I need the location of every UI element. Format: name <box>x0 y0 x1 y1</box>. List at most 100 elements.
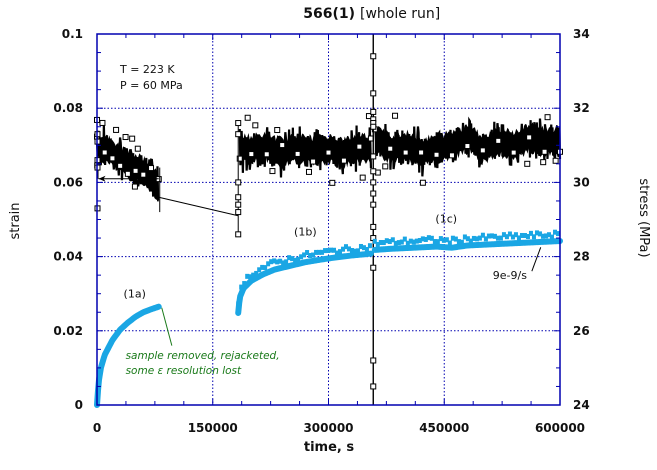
strain-noise <box>326 248 331 254</box>
stress-marker <box>310 158 317 165</box>
strain-noise <box>453 236 458 242</box>
stress-marker <box>109 155 116 162</box>
strain-noise <box>522 233 527 239</box>
annotation-resolution: some ε resolution lost <box>126 365 242 377</box>
strain-noise <box>329 247 334 253</box>
y2-tick-label: 30 <box>573 175 590 189</box>
strain-noise <box>477 235 482 241</box>
strain-noise <box>498 235 503 241</box>
stress-marker <box>370 153 377 160</box>
stress-marker <box>544 114 551 121</box>
stress-marker <box>131 183 138 190</box>
strain-noise <box>528 230 533 236</box>
strain-noise <box>251 272 256 278</box>
strain-noise <box>438 236 443 242</box>
stress-marker <box>269 168 276 175</box>
strain-noise <box>552 229 557 235</box>
strain-noise <box>414 238 419 244</box>
condition-pressure: P = 60 MPa <box>120 79 183 92</box>
data-layer <box>94 34 563 408</box>
stress-marker <box>329 179 336 186</box>
strain-noise <box>543 233 548 239</box>
strain-noise <box>305 250 310 256</box>
strain-noise <box>263 265 268 271</box>
strain-noise <box>269 259 274 265</box>
strain-noise <box>423 236 428 242</box>
strain-noise <box>444 237 449 243</box>
stress-marker <box>524 160 531 167</box>
strain-noise <box>355 248 360 254</box>
stress-marker <box>248 151 255 158</box>
strain-line <box>94 303 162 408</box>
strain-noise <box>375 241 380 247</box>
stress-segment <box>236 113 374 186</box>
y2-tick-label: 24 <box>573 398 590 412</box>
strain-noise <box>349 248 354 254</box>
stress-marker <box>370 179 377 186</box>
title-subtitle: [whole run] <box>360 6 440 22</box>
stress-marker <box>370 357 377 364</box>
y-tick-label: 0.04 <box>53 250 83 264</box>
x-tick-label: 600000 <box>535 421 585 435</box>
stress-marker <box>99 119 106 126</box>
stress-marker <box>274 127 281 134</box>
title-main: 566(1) <box>303 6 355 22</box>
strain-noise <box>266 261 271 267</box>
stress-marker <box>305 168 312 175</box>
stress-marker <box>356 143 363 150</box>
stress-marker <box>510 149 517 156</box>
strain-noise <box>510 234 515 240</box>
strain-noise <box>474 236 479 242</box>
stress-marker <box>448 152 455 159</box>
strain-noise <box>260 264 265 270</box>
strain-noise <box>507 231 512 237</box>
stress-marker <box>340 157 347 164</box>
y-tick-label: 0.02 <box>53 324 83 338</box>
stress-marker <box>263 151 270 158</box>
stress-marker <box>132 167 139 174</box>
strain-noise <box>361 245 366 251</box>
grid <box>97 34 560 405</box>
strain-noise <box>311 252 316 258</box>
strain-noise <box>471 235 476 241</box>
chart-title: 566(1) [whole run] <box>303 6 440 22</box>
annotation-1a: (1a) <box>124 288 146 301</box>
strain-noise <box>293 257 298 263</box>
stress-marker <box>418 149 425 156</box>
strain-segment <box>371 229 563 253</box>
strain-noise <box>537 231 542 237</box>
stress-marker <box>134 145 141 152</box>
stress-marker <box>552 157 559 164</box>
arrow-head-icon <box>98 175 106 182</box>
y2-tick-label: 32 <box>573 101 590 115</box>
stress-marker <box>370 53 377 60</box>
stress-marker <box>279 142 286 149</box>
connector-line <box>158 196 239 217</box>
strain-noise <box>272 258 277 264</box>
stress-marker <box>235 179 242 186</box>
stress-marker <box>392 112 399 119</box>
strain-noise <box>540 233 545 239</box>
stress-marker <box>541 148 548 155</box>
stress-marker <box>370 264 377 271</box>
strain-noise <box>290 256 295 262</box>
stress-segment <box>94 116 162 202</box>
y-tick-label: 0.08 <box>53 101 83 115</box>
stress-marker <box>235 120 242 127</box>
strain-noise <box>504 234 509 240</box>
strain-noise <box>516 235 521 241</box>
strain-noise <box>275 259 280 265</box>
strain-noise <box>396 240 401 246</box>
annotation-1c: (1c) <box>435 213 457 226</box>
strain-segment <box>235 243 374 316</box>
stress-marker <box>419 179 426 186</box>
stress-marker <box>526 134 533 141</box>
y-tick-label: 0.1 <box>62 27 83 41</box>
stress-marker <box>540 159 547 166</box>
strain-noise <box>278 258 283 264</box>
stress-marker <box>235 209 242 216</box>
stress-marker <box>370 90 377 97</box>
stress-marker <box>387 145 394 152</box>
stress-marker <box>479 147 486 154</box>
